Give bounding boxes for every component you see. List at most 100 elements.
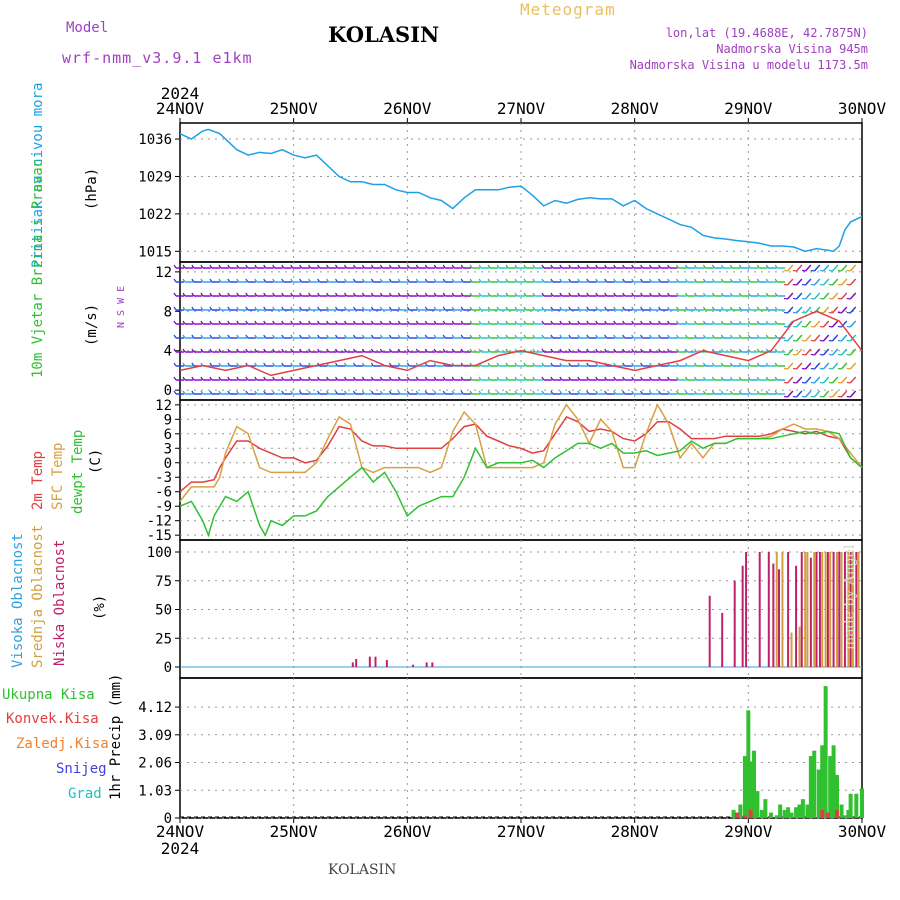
wind-barb — [694, 390, 705, 395]
wind-barb — [550, 334, 561, 339]
precip-total-bar — [746, 710, 751, 818]
wind-barb — [532, 334, 543, 339]
wind-barb — [308, 376, 319, 381]
wind-barb — [496, 320, 508, 325]
wind-barb — [738, 334, 750, 339]
y-tick-label: 0 — [164, 383, 172, 399]
wind-barb — [541, 320, 552, 325]
wind-barb — [326, 306, 337, 311]
wind-barb — [720, 292, 732, 297]
y-tick-label: -9 — [155, 499, 172, 515]
wind-barb — [487, 306, 499, 311]
wind-barb — [702, 292, 714, 297]
wind-barb — [424, 334, 436, 339]
wind-barb — [658, 376, 669, 381]
wind-barb — [747, 362, 759, 367]
wind-barb — [568, 362, 579, 367]
wind-barb — [290, 376, 301, 381]
wind-barb — [828, 292, 839, 300]
wind-barb — [810, 348, 821, 356]
wind-barb — [568, 348, 579, 353]
wind-barb — [586, 306, 597, 311]
wind-barb — [622, 306, 633, 311]
wind-barb — [299, 334, 310, 339]
wind-barb — [586, 348, 597, 353]
wind-barb — [379, 306, 391, 311]
wind-barb — [685, 264, 696, 269]
wind-barb — [595, 278, 606, 283]
wind-barb — [308, 320, 319, 325]
wind-barb — [747, 292, 759, 297]
wind-barb — [711, 390, 723, 395]
wind-barb — [828, 334, 839, 342]
wind-barb — [460, 334, 472, 339]
top-time-tick-label: 26NOV — [383, 99, 432, 118]
wind-barb — [361, 306, 373, 311]
wind-barb — [281, 320, 292, 325]
wind-barb — [191, 320, 202, 325]
wind-barb — [577, 334, 588, 339]
wind-barb — [729, 306, 741, 311]
wind-barb — [541, 390, 552, 395]
wind-barb — [586, 334, 597, 339]
wind-barb — [765, 320, 777, 325]
wind-barb — [514, 264, 525, 269]
wind-barb — [613, 390, 624, 395]
wind-barb — [729, 334, 741, 339]
wind-barb — [729, 278, 741, 283]
wind-barb — [218, 334, 229, 339]
wind-barb — [344, 390, 355, 395]
wind-barb — [523, 390, 534, 395]
wind-barb — [631, 278, 642, 283]
wind-barb — [747, 334, 759, 339]
wind-barb — [353, 334, 364, 339]
wind-barb — [209, 292, 220, 297]
wind-barb — [792, 376, 803, 384]
wind-barb — [290, 306, 301, 311]
wind-barb — [191, 292, 202, 297]
wind-barb — [631, 348, 642, 353]
y-tick-label: 100 — [147, 545, 172, 561]
wind-barb — [747, 306, 759, 311]
wind-barb — [676, 362, 687, 367]
precip-total-bar — [752, 750, 757, 818]
wind-barb — [263, 362, 274, 367]
wind-barb — [801, 264, 812, 272]
wind-barb — [774, 306, 786, 311]
wind-barb — [622, 264, 633, 269]
wind-barb — [640, 376, 651, 381]
wind-barb — [828, 264, 839, 272]
wind-barb — [200, 264, 211, 269]
wind-barb — [245, 320, 256, 325]
precip-unit: 1hr Precip (mm) — [108, 673, 124, 800]
lonlat-label: lon,lat (19.4688E, 42.7875N) — [665, 26, 868, 40]
wind-barb — [667, 278, 678, 283]
wind-barb — [433, 306, 445, 311]
precip-total-bar — [839, 804, 844, 818]
wind-barb — [209, 320, 220, 325]
wind-barb — [523, 334, 534, 339]
wind-barb — [649, 306, 660, 311]
wind-barb — [658, 348, 669, 353]
wind-barb — [694, 306, 705, 311]
wind-barb — [370, 334, 382, 339]
wind-barb — [765, 376, 777, 381]
wind-barb — [702, 390, 714, 395]
wind-barb — [335, 362, 346, 367]
wind-barb — [667, 292, 678, 297]
wind-barb — [631, 292, 642, 297]
wind-barb — [559, 306, 570, 311]
wind-barb — [200, 390, 211, 395]
wind-barb — [478, 278, 490, 283]
wind-barb — [263, 306, 274, 311]
wind-barb — [388, 376, 400, 381]
wind-barb — [326, 264, 337, 269]
wind-barb — [236, 390, 247, 395]
wind-barb — [658, 292, 669, 297]
wind-barb — [640, 320, 651, 325]
wind-barb — [415, 292, 427, 297]
wind-barb — [810, 334, 821, 342]
wind-barb — [729, 376, 741, 381]
wind-barb — [577, 278, 588, 283]
wind-barb — [478, 348, 490, 353]
